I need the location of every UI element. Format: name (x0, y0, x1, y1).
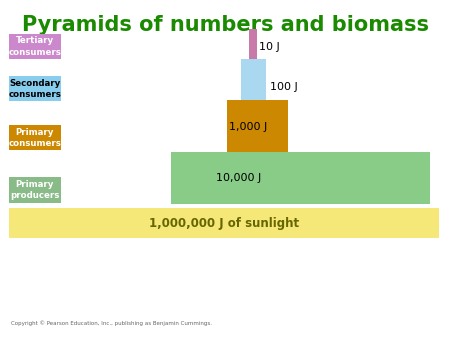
Text: Tertiary
consumers: Tertiary consumers (9, 37, 61, 56)
Text: 1,000,000 J of sunlight: 1,000,000 J of sunlight (149, 217, 299, 230)
Text: Secondary
consumers: Secondary consumers (9, 79, 61, 99)
Bar (9, 177, 61, 203)
Bar (249, 29, 257, 59)
Text: Primary
consumers: Primary consumers (9, 128, 61, 148)
Bar (227, 100, 288, 152)
Text: 10,000 J: 10,000 J (216, 173, 261, 184)
Bar (241, 59, 266, 100)
Bar (9, 76, 61, 101)
Text: 10 J: 10 J (259, 42, 279, 52)
Bar (9, 34, 61, 59)
Bar (171, 152, 430, 204)
Text: 100 J: 100 J (270, 82, 298, 92)
Text: Primary
producers: Primary producers (10, 180, 59, 200)
Bar (9, 125, 61, 150)
Text: Copyright © Pearson Education, Inc., publishing as Benjamin Cummings.: Copyright © Pearson Education, Inc., pub… (11, 320, 212, 326)
Bar (9, 208, 439, 238)
Text: 1,000 J: 1,000 J (229, 122, 267, 132)
Text: Pyramids of numbers and biomass: Pyramids of numbers and biomass (22, 15, 428, 35)
